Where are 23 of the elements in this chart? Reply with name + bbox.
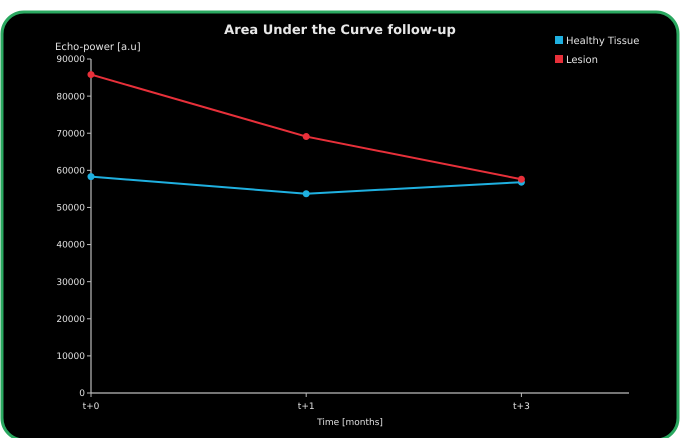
- y-tick-label: 40000: [56, 240, 86, 251]
- y-axis-title: Echo-power [a.u]: [55, 42, 141, 53]
- point: [518, 176, 525, 183]
- point: [88, 71, 94, 78]
- y-tick-label: 0: [79, 389, 86, 400]
- y-tick-label: 30000: [56, 278, 86, 288]
- y-tick-label: 90000: [56, 55, 86, 66]
- point: [302, 133, 310, 140]
- legend-label: Healthy Tissue: [566, 36, 640, 47]
- y-tick-label: 80000: [56, 92, 86, 102]
- y-tick-label: 10000: [56, 352, 86, 362]
- y-tick-label: 20000: [56, 314, 86, 325]
- x-axis-title: Time [months]: [316, 418, 383, 428]
- x-tick-label: t+3: [513, 402, 530, 412]
- x-tick-label: t+0: [82, 402, 100, 412]
- y-tick-label: 60000: [56, 166, 86, 176]
- y-tick-label: 70000: [56, 129, 86, 140]
- y-tick-label: 50000: [56, 204, 86, 214]
- chart-title: Area Under the Curve follow-up: [224, 23, 456, 38]
- point: [88, 173, 94, 180]
- point: [302, 190, 310, 198]
- x-tick-label: t+1: [298, 402, 315, 412]
- legend-label: Lesion: [566, 55, 598, 66]
